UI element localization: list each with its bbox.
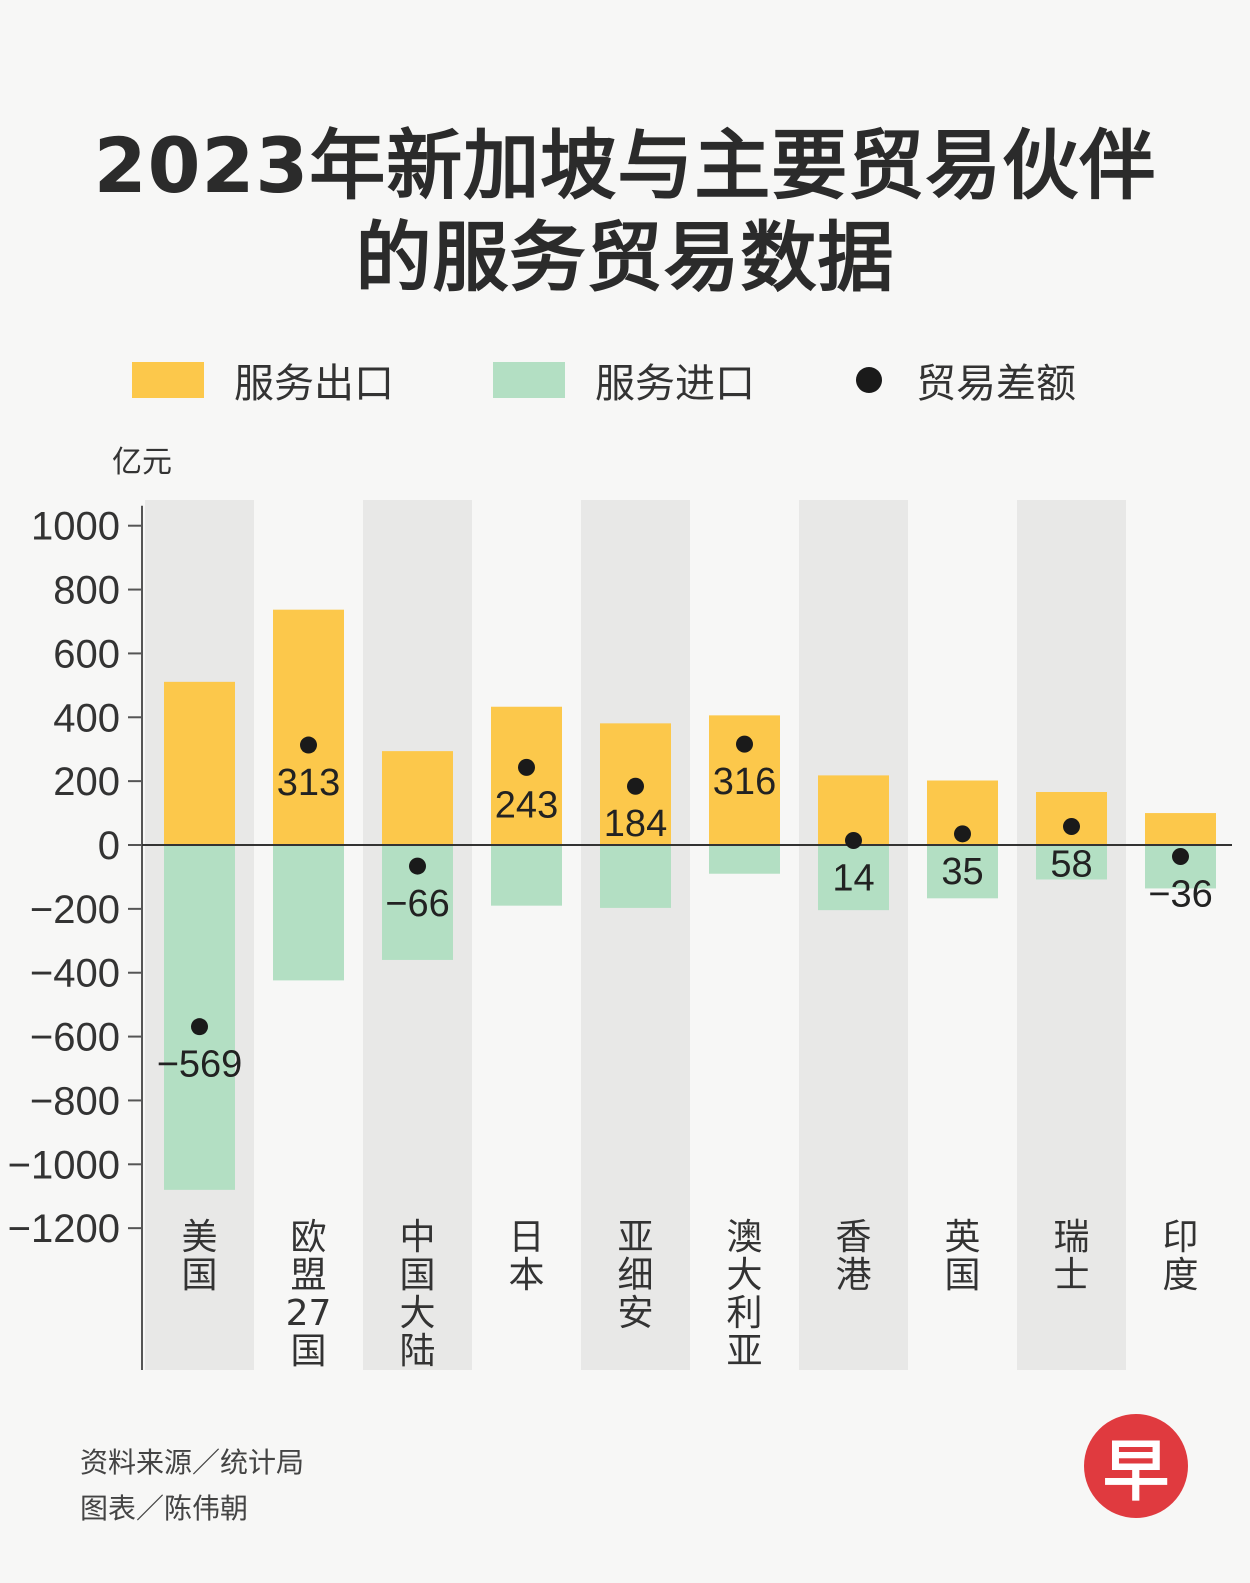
import-bar-5 (709, 845, 780, 874)
category-label-5-1: 大 (726, 1255, 762, 1296)
y-tick-label-5: 0 (98, 824, 120, 868)
category-label-3-1: 本 (508, 1255, 544, 1296)
category-label-3-0: 日 (508, 1217, 544, 1258)
y-tick-label-3: 400 (53, 696, 120, 740)
export-bar-0 (164, 681, 235, 845)
balance-point-2 (409, 857, 426, 875)
category-label-5-2: 利 (726, 1293, 762, 1334)
balance-label-5: 316 (713, 761, 776, 803)
category-label-4-2: 安 (617, 1293, 653, 1334)
balance-point-9 (1172, 847, 1189, 865)
y-tick-label-7: −400 (30, 952, 120, 996)
category-label-2-0: 中 (399, 1217, 435, 1258)
balance-point-8 (1063, 817, 1080, 835)
balance-label-6: 14 (832, 858, 874, 900)
balance-label-2: −66 (385, 883, 449, 925)
category-label-0-1: 国 (181, 1255, 217, 1296)
y-unit-label: 亿元 (112, 445, 172, 480)
category-label-4-0: 亚 (617, 1217, 653, 1258)
column-band-4 (581, 500, 690, 1370)
y-tick-label-0: 1000 (31, 505, 120, 549)
category-label-2-1: 国 (399, 1255, 435, 1296)
category-label-1-1: 盟 (290, 1255, 326, 1296)
category-label-6-0: 香 (835, 1217, 871, 1258)
balance-point-1 (300, 736, 317, 754)
export-bar-2 (382, 751, 453, 845)
balance-point-0 (191, 1018, 208, 1036)
y-tick-label-1: 800 (53, 569, 120, 613)
category-label-7-1: 国 (944, 1255, 980, 1296)
balance-point-3 (518, 758, 535, 776)
source-note: 资料来源／统计局 (80, 1446, 305, 1479)
category-label-0-0: 美 (181, 1217, 217, 1258)
export-bar-1 (273, 609, 344, 845)
category-label-4-1: 细 (617, 1255, 653, 1296)
category-label-6-1: 港 (835, 1255, 871, 1296)
column-band-6 (799, 500, 908, 1370)
title-line-2: 的服务贸易数据 (355, 213, 895, 302)
category-label-8-0: 瑞 (1053, 1217, 1089, 1258)
balance-label-7: 35 (941, 851, 983, 893)
credit-note: 图表／陈伟朝 (80, 1492, 249, 1525)
y-tick-label-9: −800 (30, 1079, 120, 1123)
import-bar-8 (1036, 845, 1107, 880)
import-bar-7 (927, 845, 998, 899)
category-label-1-0: 欧 (290, 1217, 326, 1258)
balance-label-3: 243 (495, 784, 558, 826)
y-tick-label-2: 600 (53, 632, 120, 676)
category-label-1-3: 国 (290, 1331, 326, 1372)
balance-label-0: −569 (157, 1044, 243, 1086)
balance-label-9: −36 (1148, 873, 1212, 915)
category-label-7-0: 英 (944, 1217, 980, 1258)
title-line-1: 2023年新加坡与主要贸易伙伴 (93, 121, 1157, 210)
category-label-1-2: 27 (286, 1293, 332, 1334)
y-tick-label-8: −600 (30, 1016, 120, 1060)
import-bar-0 (164, 845, 235, 1190)
legend-item-balance: 贸易差额 (846, 350, 1076, 410)
import-bar-3 (491, 845, 562, 906)
balance-label-4: 184 (604, 803, 667, 845)
import-bar-6 (818, 845, 889, 911)
balance-point-5 (736, 735, 753, 753)
balance-label-1: 313 (277, 762, 340, 804)
legend-swatch-exports (132, 362, 204, 398)
category-label-8-1: 士 (1053, 1255, 1089, 1296)
export-bar-9 (1145, 813, 1216, 845)
legend-swatch-imports (493, 362, 565, 398)
bar-chart: 亿元 1000 800 600 400 200 0 −200 −400 −600 −800 −1000… (8, 445, 1232, 1372)
y-tick-label-6: −200 (30, 888, 120, 932)
legend-dot-balance (856, 367, 882, 393)
legend-label-imports: 服务进口 (595, 361, 755, 407)
category-label-2-3: 陆 (399, 1331, 435, 1372)
y-tick-label-11: −1200 (8, 1207, 120, 1251)
logo-text: 早 (1103, 1433, 1169, 1510)
legend: 服务出口 服务进口 贸易差额 (0, 350, 1250, 410)
category-label-9-1: 度 (1162, 1255, 1198, 1296)
import-bar-4 (600, 845, 671, 908)
chart-title: 2023年新加坡与主要贸易伙伴 的服务贸易数据 (0, 120, 1250, 304)
y-tick-label-4: 200 (53, 760, 120, 804)
balance-point-4 (627, 777, 644, 795)
category-label-9-0: 印 (1162, 1217, 1198, 1258)
balance-label-8: 58 (1050, 843, 1092, 885)
legend-label-exports: 服务出口 (234, 361, 394, 407)
balance-point-6 (845, 832, 862, 850)
y-tick-label-10: −1000 (8, 1143, 120, 1187)
footer: 资料来源／统计局 图表／陈伟朝 (80, 1440, 304, 1532)
legend-label-balance: 贸易差额 (916, 361, 1076, 407)
column-band-8 (1017, 500, 1126, 1370)
zaobao-logo: 早 (1084, 1414, 1188, 1518)
category-label-5-0: 澳 (726, 1217, 762, 1258)
import-bar-1 (273, 845, 344, 981)
category-label-2-2: 大 (399, 1293, 435, 1334)
category-label-5-3: 亚 (726, 1331, 762, 1372)
legend-item-exports: 服务出口 (132, 350, 394, 410)
legend-item-imports: 服务进口 (493, 350, 755, 410)
balance-point-7 (954, 825, 971, 843)
